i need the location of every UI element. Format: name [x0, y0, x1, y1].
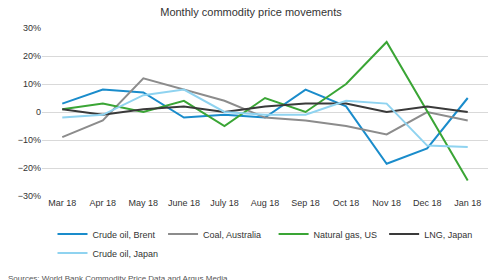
svg-text:Natural gas, US: Natural gas, US [314, 230, 378, 240]
svg-text:LNG, Japan: LNG, Japan [424, 230, 472, 240]
svg-text:10%: 10% [23, 79, 41, 89]
svg-text:Mar 18: Mar 18 [48, 198, 76, 208]
svg-text:Coal, Australia: Coal, Australia [203, 230, 261, 240]
svg-text:Jan 18: Jan 18 [454, 198, 481, 208]
svg-text:June 18: June 18 [168, 198, 200, 208]
svg-text:Sep 18: Sep 18 [291, 198, 320, 208]
svg-text:May 18: May 18 [129, 198, 159, 208]
svg-text:20%: 20% [23, 51, 41, 61]
svg-text:0: 0 [36, 107, 41, 117]
svg-text:Oct 18: Oct 18 [333, 198, 360, 208]
svg-text:Crude oil, Japan: Crude oil, Japan [93, 249, 159, 259]
svg-text:30%: 30% [23, 23, 41, 33]
svg-text:Nov 18: Nov 18 [372, 198, 401, 208]
svg-text:Aug 18: Aug 18 [251, 198, 280, 208]
svg-text:Sources: World Bank Commodity: Sources: World Bank Commodity Price Data… [8, 274, 228, 280]
svg-text:Dec 18: Dec 18 [413, 198, 442, 208]
svg-text:July 18: July 18 [210, 198, 239, 208]
svg-text:−20%: −20% [18, 163, 41, 173]
svg-text:−10%: −10% [18, 135, 41, 145]
svg-text:−30%: −30% [18, 191, 41, 201]
svg-text:Monthly commodity price moveme: Monthly commodity price movements [160, 6, 342, 18]
svg-text:Crude oil, Brent: Crude oil, Brent [93, 230, 156, 240]
svg-text:Apr 18: Apr 18 [90, 198, 117, 208]
